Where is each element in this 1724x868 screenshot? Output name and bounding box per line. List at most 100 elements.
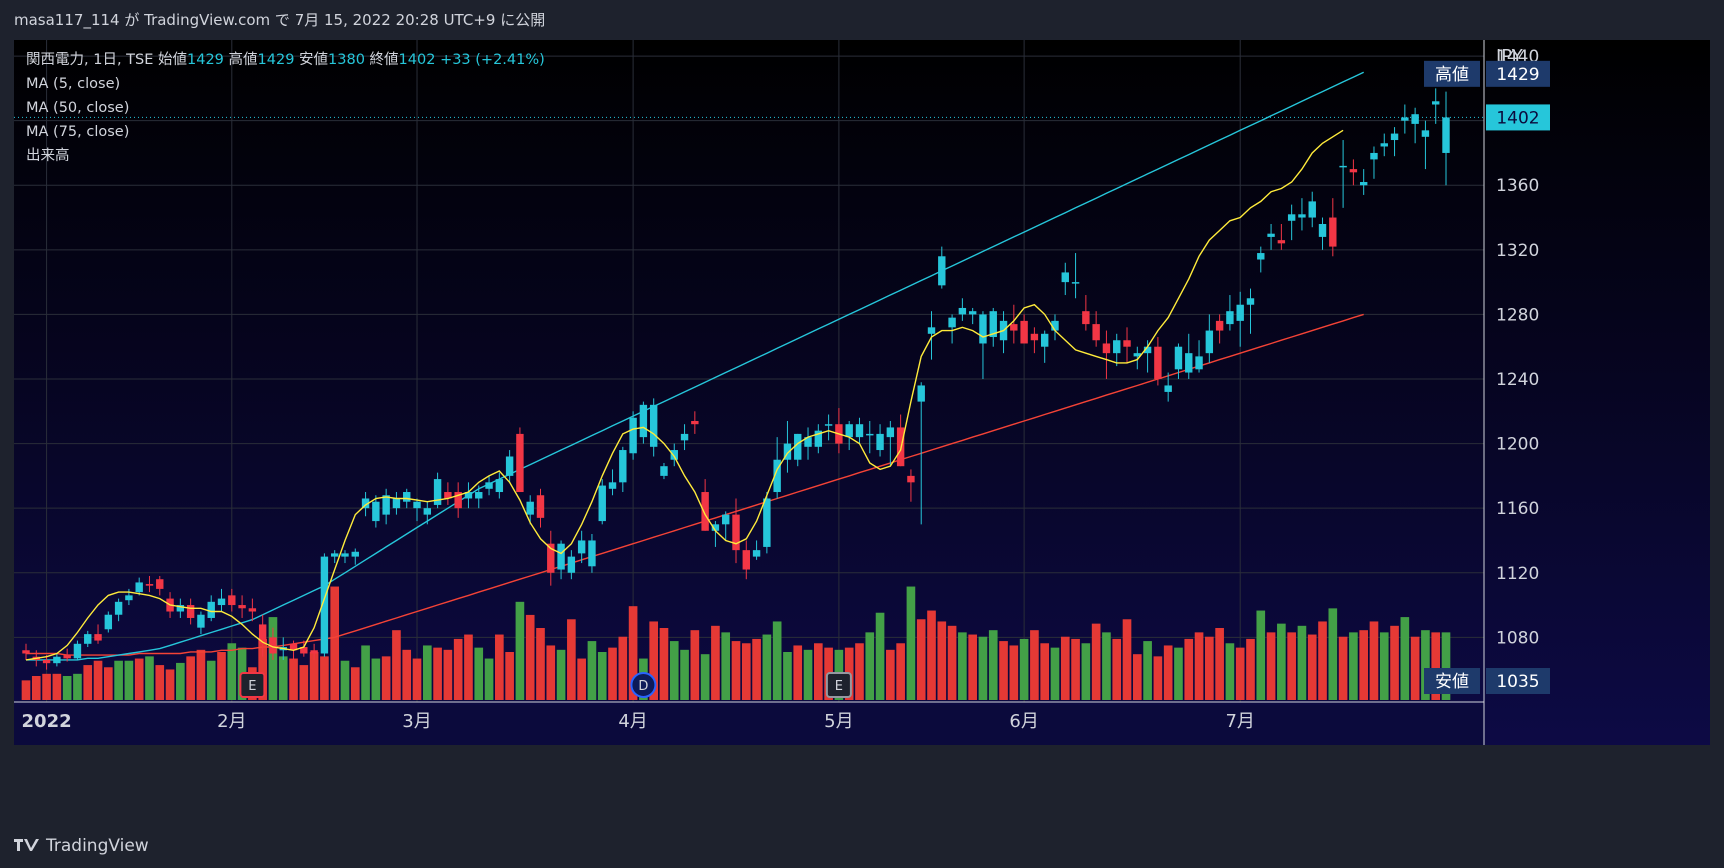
legend-ma50[interactable]: MA (50, close) <box>26 100 130 116</box>
time-axis-background <box>14 705 1484 745</box>
legend-change: +33 (+2.41%) <box>440 52 545 68</box>
volume-bar <box>875 612 885 700</box>
volume-bar <box>556 649 566 700</box>
legend-ohlc-row: 関西電力, 1日, TSE 始値1429 高値1429 安値1380 終値140… <box>26 48 545 72</box>
volume-bar <box>1349 632 1358 700</box>
candle-body <box>444 492 452 499</box>
candle-body <box>1020 320 1028 344</box>
volume-bar <box>134 658 144 700</box>
y-tick-label: 1320 <box>1496 241 1539 261</box>
volume-bar <box>309 652 319 700</box>
candle-body <box>1123 340 1131 347</box>
candle-body <box>773 459 781 493</box>
candle-body <box>619 450 627 483</box>
volume-bar <box>1297 625 1307 700</box>
volume-bar <box>1060 636 1070 700</box>
candle-body <box>1185 353 1193 373</box>
chart-area[interactable]: 1080112011601200124012801320136014001440… <box>14 40 1710 820</box>
volume-bar <box>618 636 628 700</box>
candle-body <box>649 404 658 447</box>
volume-bar <box>1091 623 1101 700</box>
volume-bar <box>1441 632 1451 700</box>
event-marker-label: E <box>248 679 256 694</box>
volume-bar <box>515 601 525 700</box>
candle-body <box>1308 201 1316 218</box>
x-tick-label: 4月 <box>618 711 647 732</box>
ma75-line <box>26 313 1364 656</box>
event-marker-earnings <box>239 672 266 698</box>
candle-body <box>639 404 648 438</box>
candle-body <box>382 495 390 515</box>
legend-ma75[interactable]: MA (75, close) <box>26 124 130 140</box>
y-tick-label: 1120 <box>1496 564 1539 584</box>
candle-body <box>156 579 164 589</box>
volume-bar <box>1225 643 1235 700</box>
candle-body <box>464 492 473 499</box>
volume-bar <box>258 638 267 700</box>
volume-bar <box>587 641 597 700</box>
legend-symbol[interactable]: 関西電力, 1日, TSE <box>26 52 154 68</box>
candle-body <box>711 524 720 531</box>
candle-body <box>794 433 802 460</box>
candle-body <box>866 433 874 436</box>
volume-bar <box>52 673 62 700</box>
volume-bar <box>927 610 936 700</box>
volume-bar <box>1081 643 1091 700</box>
volume-bar <box>793 645 803 700</box>
legend-high-label: 高値 <box>228 52 258 68</box>
candle-body <box>968 311 977 315</box>
price-marker-box <box>1486 60 1550 87</box>
candle-body <box>1349 169 1358 173</box>
candle-body <box>670 450 678 460</box>
candle-body <box>94 634 102 641</box>
candle-body <box>1329 217 1337 247</box>
volume-bar <box>381 656 391 700</box>
candle-body <box>557 543 565 570</box>
volume-bar <box>1328 608 1338 700</box>
candle-body <box>1071 282 1080 284</box>
volume-bar <box>1431 632 1441 700</box>
footer-brand[interactable]: TradingView <box>14 831 149 861</box>
tradingview-logo-icon <box>14 831 40 861</box>
volume-bar <box>886 649 895 700</box>
volume-bar <box>628 606 638 700</box>
volume-bar <box>289 658 298 700</box>
candle-body <box>691 420 699 425</box>
event-marker-dividend <box>630 672 657 698</box>
volume-bar <box>1122 619 1132 700</box>
candle-body <box>1318 223 1327 237</box>
volume-bar <box>865 632 875 700</box>
volume-bar <box>114 660 123 700</box>
volume-bar <box>495 634 504 700</box>
volume-bar <box>649 621 659 700</box>
candle-body <box>1421 130 1430 137</box>
candle-body <box>907 475 915 483</box>
candle-body <box>1257 253 1265 260</box>
volume-bar <box>741 643 751 700</box>
legend-volume[interactable]: 出来高 <box>26 148 70 164</box>
ma5-line <box>25 129 1344 661</box>
candle-body <box>330 553 339 557</box>
candle-body <box>392 498 401 509</box>
candle-body <box>917 385 925 402</box>
candle-body <box>433 479 442 505</box>
volume-bar <box>1421 630 1430 700</box>
y-tick-label: 1360 <box>1496 176 1539 196</box>
volume-bar <box>1307 634 1317 700</box>
volume-bar <box>474 647 484 700</box>
candle-body <box>814 430 823 447</box>
candle-body <box>1287 214 1296 221</box>
volume-bar <box>464 634 473 700</box>
volume-bar <box>1184 638 1194 700</box>
candle-body <box>114 601 123 615</box>
ma50-line <box>26 71 1365 661</box>
x-tick-label: 3月 <box>402 711 431 732</box>
legend-ma5[interactable]: MA (5, close) <box>26 76 121 92</box>
chart-svg[interactable]: 1080112011601200124012801320136014001440… <box>14 40 1710 820</box>
volume-bar <box>155 665 165 700</box>
volume-bar <box>433 647 442 700</box>
volume-bar <box>1266 632 1276 700</box>
volume-bar <box>1318 621 1327 700</box>
volume-bar <box>783 652 792 700</box>
candle-body <box>238 605 246 609</box>
